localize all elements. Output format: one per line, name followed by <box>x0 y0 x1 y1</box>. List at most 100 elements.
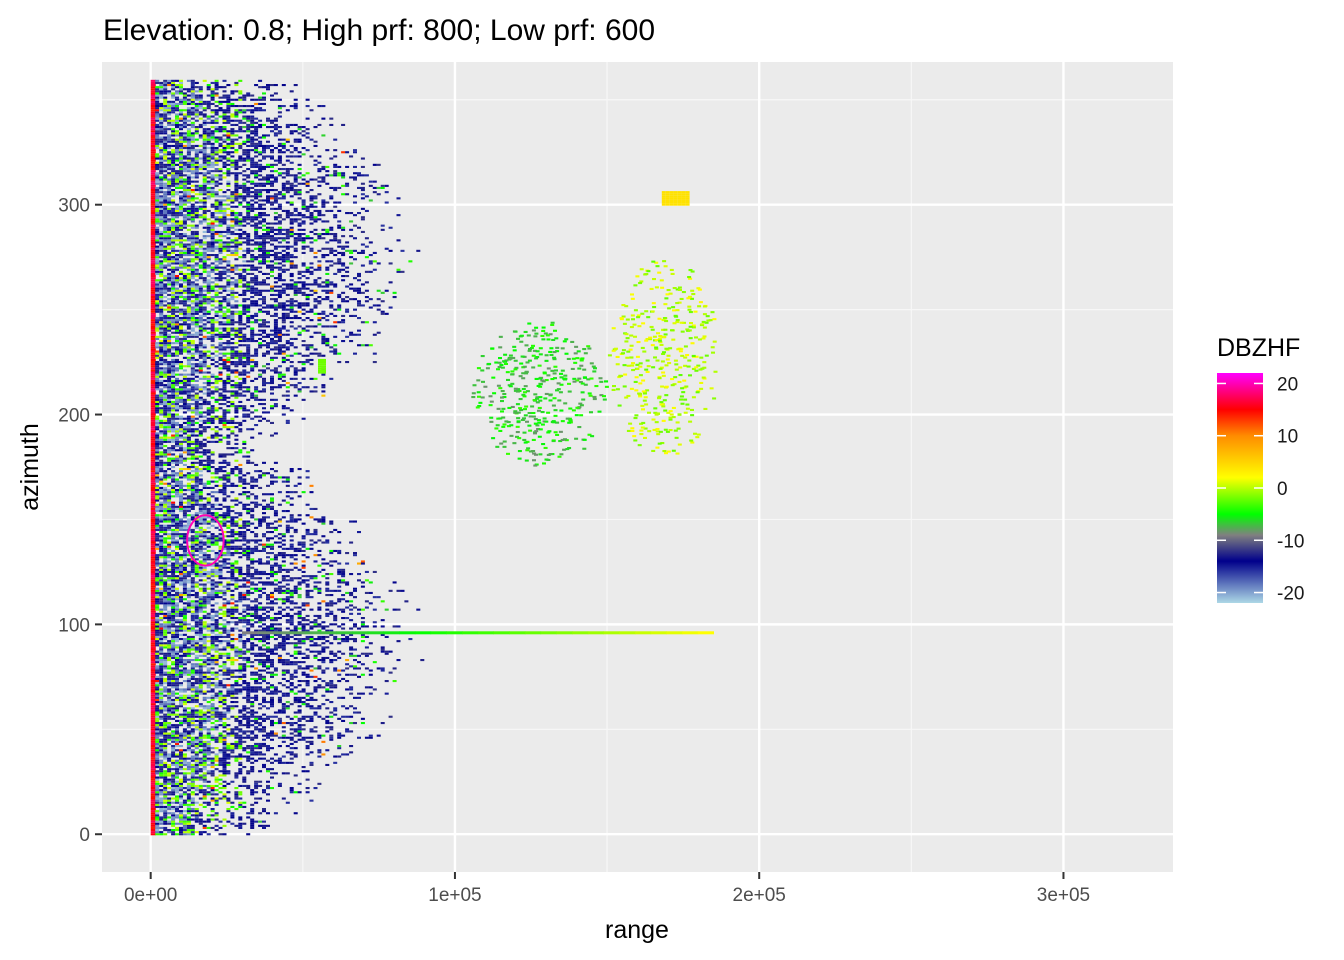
heatmap-cell <box>206 463 211 466</box>
heatmap-cell <box>333 667 338 670</box>
heatmap-cell <box>234 499 239 502</box>
heatmap-cell <box>182 673 187 676</box>
heatmap-cell <box>171 682 176 685</box>
heatmap-cell <box>258 470 263 473</box>
heatmap-cell <box>182 640 187 643</box>
heatmap-cell <box>337 642 342 645</box>
heatmap-cell <box>198 424 203 427</box>
heatmap-cell <box>150 247 156 250</box>
heatmap-cell <box>242 717 247 720</box>
heatmap-cell <box>226 717 231 720</box>
heatmap-cell <box>230 419 235 422</box>
heatmap-cell <box>246 512 251 515</box>
heatmap-cell <box>333 709 338 712</box>
heatmap-cell <box>258 522 263 525</box>
heatmap-cell <box>226 656 231 659</box>
heatmap-cell <box>242 591 247 594</box>
heatmap-cell <box>262 669 266 672</box>
heatmap-cell <box>242 642 247 645</box>
heatmap-cell <box>190 537 195 540</box>
heatmap-cell <box>218 684 223 687</box>
heatmap-cell <box>163 570 168 573</box>
heatmap-cell <box>258 539 263 542</box>
heatmap-cell <box>179 489 183 492</box>
heatmap-cell <box>289 732 294 735</box>
heatmap-cell <box>242 705 247 708</box>
heatmap-cell <box>266 692 270 695</box>
heatmap-cell <box>175 719 179 722</box>
heatmap-cell <box>262 499 266 502</box>
heatmap-cell <box>186 604 191 607</box>
heatmap-cell <box>262 730 266 733</box>
heatmap-cell <box>238 797 243 800</box>
heatmap-cell <box>281 711 286 714</box>
heatmap-cell <box>206 531 211 534</box>
heatmap-cell <box>238 824 243 827</box>
heatmap-cell <box>202 558 207 561</box>
heatmap-cell <box>325 587 330 590</box>
heatmap-cell <box>222 665 227 668</box>
heatmap-cell <box>353 722 357 725</box>
heatmap-cell <box>186 642 191 645</box>
heatmap-cell <box>273 541 278 544</box>
heatmap-cell <box>155 635 160 638</box>
heatmap-cell <box>337 656 342 659</box>
heatmap-cell <box>246 715 251 718</box>
heatmap-cell <box>281 499 286 502</box>
heatmap-cell <box>155 451 160 454</box>
heatmap-cell <box>159 698 164 701</box>
heatmap-cell <box>321 717 326 720</box>
heatmap-cell <box>242 686 247 689</box>
heatmap-cell <box>206 512 211 515</box>
heatmap-cell <box>277 736 282 739</box>
heatmap-cell <box>214 566 219 569</box>
heatmap-cell <box>230 579 235 582</box>
heatmap-cell <box>190 528 195 531</box>
heatmap-cell <box>305 665 310 668</box>
heatmap-cell <box>214 757 219 760</box>
heatmap-cell <box>159 482 164 485</box>
heatmap-cell <box>186 594 191 597</box>
heatmap-cell <box>273 711 278 714</box>
heatmap-cell <box>357 661 361 664</box>
heatmap-cell <box>262 789 266 792</box>
heatmap-cell <box>226 558 231 561</box>
heatmap-cell <box>333 635 338 638</box>
heatmap-cell <box>198 573 203 576</box>
heatmap-cell <box>171 673 176 676</box>
heatmap-cell <box>167 734 172 737</box>
heatmap-cell <box>226 707 231 710</box>
heatmap-cell <box>222 543 227 546</box>
heatmap-cell <box>273 480 278 483</box>
heatmap-cell <box>194 728 199 731</box>
heatmap-cell <box>273 573 278 576</box>
heatmap-cell <box>155 562 160 565</box>
heatmap-cell <box>150 245 156 248</box>
heatmap-cell <box>234 579 239 582</box>
heatmap-cell <box>242 665 247 668</box>
heatmap-cell <box>333 549 338 552</box>
heatmap-cell <box>150 533 156 536</box>
heatmap-cell <box>167 715 172 718</box>
heatmap-cell <box>159 463 164 466</box>
heatmap-cell <box>190 577 195 580</box>
heatmap-cell <box>270 545 274 548</box>
heatmap-cell <box>150 172 156 175</box>
heatmap-cell <box>186 445 191 448</box>
heatmap-cell <box>190 610 195 613</box>
heatmap-cell <box>360 633 365 636</box>
heatmap-cell <box>150 470 156 473</box>
heatmap-cell <box>210 738 215 741</box>
heatmap-cell <box>337 541 342 544</box>
heatmap-cell <box>262 474 266 477</box>
heatmap-cell <box>150 268 156 271</box>
heatmap-cell <box>150 81 156 84</box>
heatmap-cell <box>202 677 207 680</box>
heatmap-cell <box>246 686 251 689</box>
heatmap-cell <box>309 491 314 494</box>
heatmap-cell <box>190 499 195 502</box>
heatmap-cell <box>171 486 176 489</box>
heatmap-cell <box>175 514 179 517</box>
heatmap-cell <box>198 470 203 473</box>
heatmap-cell <box>353 623 357 626</box>
